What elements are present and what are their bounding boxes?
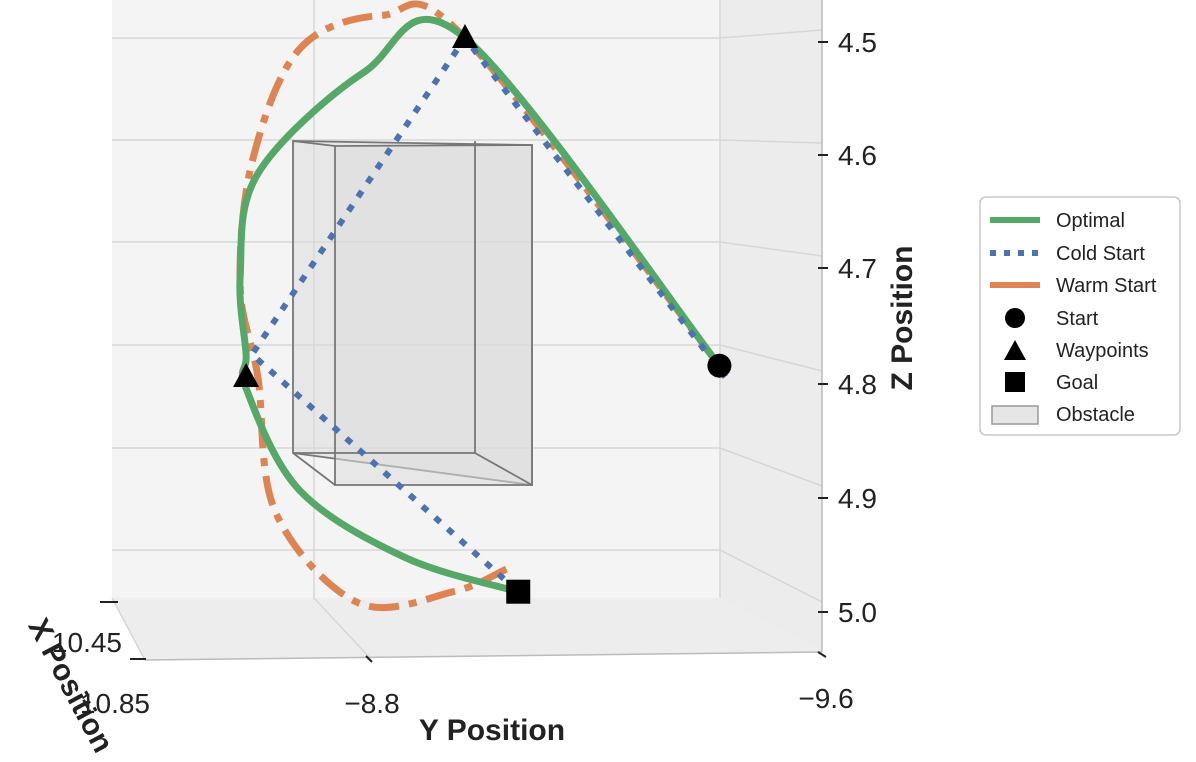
legend-label: Warm Start (1056, 275, 1157, 297)
grid-line (719, 344, 823, 372)
grid-line (719, 241, 823, 257)
marker-waypoints (233, 363, 260, 387)
legend-label: Obstacle (1056, 404, 1135, 426)
z-ticks: 4.5 4.6 4.7 4.8 4.9 5.0 (818, 27, 877, 628)
y-tick-mark (365, 655, 373, 663)
legend: Optimal Cold Start Warm Start Start Wayp… (979, 196, 1181, 436)
y-tick-label: −8.8 (344, 688, 399, 719)
z-tick-label: 4.6 (838, 140, 877, 171)
grid-line (719, 549, 823, 603)
x-tick-label: 10.45 (52, 627, 122, 658)
z-tick-label: 4.7 (838, 253, 877, 284)
obstacle-edge (474, 452, 533, 486)
side-pane (720, 0, 822, 652)
obstacle-edge (292, 452, 336, 486)
z-tick-label: 5.0 (838, 597, 877, 628)
y-axis-line (144, 651, 823, 661)
legend-label: Start (1056, 308, 1099, 330)
legend-swatch-start (1005, 308, 1025, 328)
legend-swatch-obstacle (991, 405, 1039, 425)
obstacle-edge (292, 140, 336, 147)
legend-label: Waypoints (1056, 340, 1149, 362)
marker-waypoints (452, 24, 478, 48)
legend-label: Cold Start (1056, 243, 1145, 265)
legend-swatch-goal (1005, 372, 1025, 392)
grid-line (719, 29, 823, 39)
z-tick-label: 4.5 (838, 27, 877, 58)
z-tick-label: 4.9 (838, 483, 877, 514)
legend-label: Optimal (1056, 210, 1125, 232)
y-axis-title: Y Position (419, 714, 565, 747)
obstacle-face (334, 144, 533, 486)
floor-pane (112, 598, 822, 660)
marker-start (707, 353, 732, 378)
marker-goal (506, 579, 531, 604)
grid-line (719, 447, 823, 487)
obstacle-box (292, 140, 533, 487)
grid-line (719, 139, 823, 144)
grid-line (111, 597, 146, 661)
grid-line (313, 597, 371, 659)
series-cold-start (248, 32, 728, 594)
z-tick-label: 4.8 (838, 369, 877, 400)
marker-layer (233, 24, 732, 604)
z-axis-title: Z Position (886, 246, 919, 391)
y-tick-mark (817, 651, 827, 658)
x-tick-label: 10.85 (80, 688, 150, 719)
legend-label: Goal (1056, 372, 1098, 394)
y-tick-label: −9.6 (798, 683, 853, 714)
legend-swatch-waypoints (1004, 340, 1026, 360)
legend-frame (979, 196, 1181, 436)
